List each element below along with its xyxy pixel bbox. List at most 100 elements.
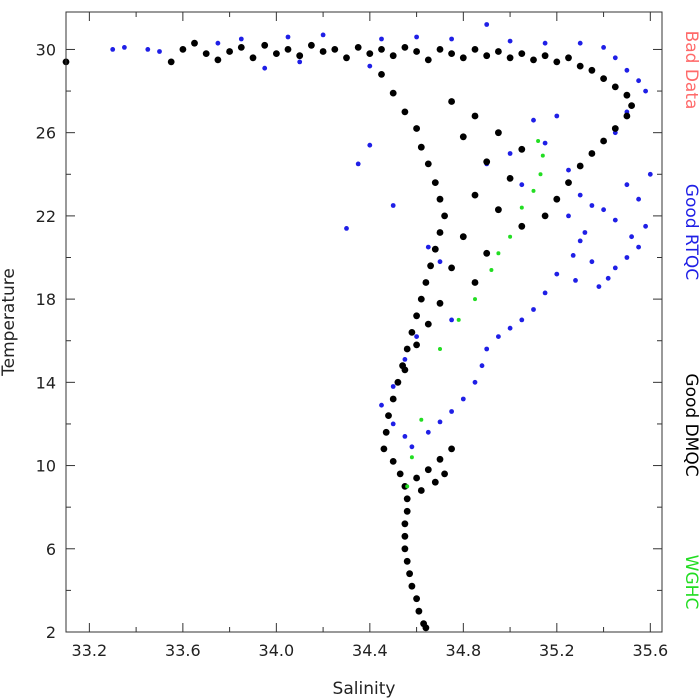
x-tick-label-34.8: 34.8 (446, 641, 482, 660)
point-good-dmqc-16 (343, 54, 350, 62)
point-good-rtqc-71 (437, 259, 443, 265)
point-good-rtqc-1 (122, 45, 127, 50)
point-good-dmqc-99 (459, 133, 467, 141)
y-tick-label-10: 10 (36, 457, 56, 476)
point-good-dmqc-79 (401, 532, 409, 540)
point-good-dmqc-24 (436, 46, 444, 53)
point-good-rtqc-62 (554, 113, 560, 119)
point-good-rtqc-58 (297, 59, 303, 65)
point-good-rtqc-56 (390, 203, 396, 208)
point-good-rtqc-6 (285, 34, 291, 40)
point-wghc-0 (536, 139, 541, 143)
point-wghc-5 (508, 234, 513, 239)
point-good-dmqc-37 (588, 66, 596, 74)
point-good-dmqc-108 (471, 279, 479, 286)
legend-wghc: WGHC (681, 555, 700, 610)
point-good-dmqc-50 (378, 71, 385, 78)
point-good-rtqc-14 (577, 40, 583, 46)
point-good-rtqc-61 (542, 140, 548, 146)
point-good-rtqc-16 (612, 55, 618, 61)
point-good-dmqc-3 (191, 39, 198, 47)
point-good-dmqc-104 (518, 222, 526, 230)
point-good-dmqc-76 (403, 495, 411, 503)
point-good-dmqc-105 (459, 233, 467, 241)
point-good-rtqc-44 (479, 363, 485, 369)
point-good-dmqc-10 (273, 50, 280, 57)
legend-good-rtqc: Good RTQC (681, 184, 700, 280)
point-good-dmqc-46 (576, 162, 584, 170)
point-wghc-1 (540, 153, 545, 158)
point-good-dmqc-69 (389, 395, 397, 403)
point-good-rtqc-66 (566, 213, 571, 219)
point-good-rtqc-65 (519, 182, 525, 188)
point-good-dmqc-109 (436, 299, 444, 307)
point-good-rtqc-79 (409, 444, 415, 450)
point-good-dmqc-90 (436, 455, 444, 463)
point-good-dmqc-82 (406, 570, 413, 578)
plot-frame (65, 11, 663, 633)
point-good-rtqc-24 (577, 192, 583, 198)
point-good-dmqc-52 (401, 108, 409, 116)
y-tick-label-26: 26 (36, 124, 56, 143)
point-good-dmqc-107 (448, 264, 455, 272)
point-good-dmqc-55 (424, 160, 432, 168)
y-tick-label-30: 30 (36, 40, 56, 59)
point-good-dmqc-12 (296, 52, 304, 60)
point-good-dmqc-9 (261, 41, 269, 49)
point-good-rtqc-7 (320, 32, 326, 38)
point-good-dmqc-77 (403, 507, 411, 515)
x-tick-label-33.6: 33.6 (165, 641, 201, 660)
point-good-dmqc-95 (448, 98, 455, 105)
point-good-rtqc-78 (402, 434, 408, 439)
point-good-dmqc-47 (565, 179, 572, 187)
point-good-rtqc-13 (542, 40, 548, 46)
x-tick-label-34.0: 34.0 (259, 641, 295, 660)
point-good-dmqc-26 (459, 54, 467, 62)
point-good-dmqc-78 (401, 520, 409, 528)
point-good-rtqc-33 (596, 284, 602, 289)
point-wghc-9 (456, 317, 461, 322)
point-wghc-13 (405, 484, 410, 489)
plot-background (66, 12, 662, 632)
point-good-dmqc-97 (495, 129, 502, 137)
point-good-dmqc-68 (394, 378, 402, 386)
point-good-dmqc-39 (611, 83, 619, 91)
point-good-rtqc-49 (425, 429, 431, 435)
point-good-dmqc-101 (506, 175, 514, 182)
point-good-dmqc-59 (436, 229, 444, 236)
point-good-rtqc-54 (355, 161, 361, 167)
point-good-dmqc-100 (483, 158, 491, 166)
point-good-dmqc-42 (623, 112, 631, 120)
point-good-rtqc-41 (507, 325, 513, 331)
point-good-dmqc-44 (600, 137, 607, 145)
point-good-dmqc-34 (553, 58, 561, 66)
point-good-rtqc-51 (636, 196, 641, 202)
point-good-dmqc-17 (354, 44, 362, 51)
point-good-dmqc-72 (380, 445, 388, 453)
point-good-rtqc-73 (414, 334, 419, 339)
point-good-dmqc-14 (319, 48, 327, 55)
point-good-dmqc-88 (413, 474, 420, 482)
point-good-dmqc-71 (382, 428, 390, 436)
point-good-rtqc-27 (629, 234, 634, 240)
point-good-rtqc-35 (582, 230, 588, 235)
point-good-rtqc-28 (643, 223, 648, 229)
point-good-dmqc-106 (483, 249, 491, 257)
point-good-dmqc-49 (541, 212, 549, 220)
y-axis-ticks (66, 48, 662, 633)
point-good-rtqc-69 (573, 278, 578, 283)
point-good-rtqc-30 (624, 255, 630, 260)
legend-bad-data: Bad Data (681, 31, 700, 110)
point-good-dmqc-94 (417, 487, 425, 494)
point-good-rtqc-11 (484, 22, 490, 27)
point-good-dmqc-74 (396, 470, 404, 478)
point-good-rtqc-50 (624, 182, 630, 188)
point-good-dmqc-28 (483, 52, 491, 60)
point-good-dmqc-1 (167, 58, 175, 66)
point-wghc-10 (438, 347, 442, 351)
point-good-dmqc-8 (249, 54, 257, 62)
x-tick-label-34.4: 34.4 (352, 641, 388, 660)
point-good-dmqc-93 (441, 470, 448, 478)
point-good-rtqc-74 (402, 357, 408, 362)
